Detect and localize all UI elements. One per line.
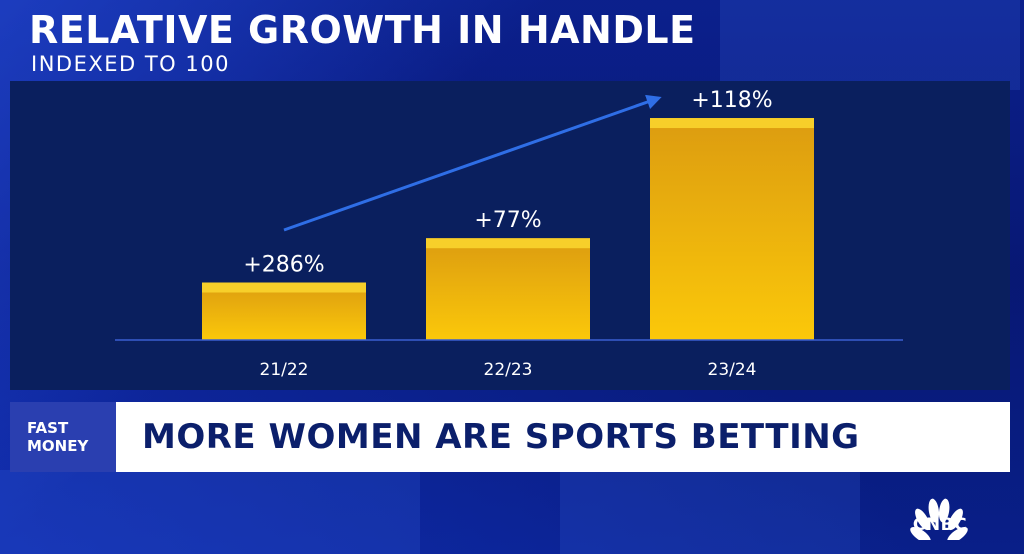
bar-cap	[202, 282, 366, 293]
bar-22-23	[426, 238, 590, 340]
bar-23-24	[650, 118, 814, 340]
bars-layer: +286% 21/22 +77% 22/23 +118% 23/24	[202, 88, 814, 380]
show-brand-line2: MONEY	[27, 437, 89, 455]
headline: MORE WOMEN ARE SPORTS BETTING	[116, 402, 1010, 472]
peacock-icon	[910, 498, 968, 540]
bar-cap	[426, 238, 590, 249]
x-tick-label: 23/24	[708, 360, 757, 380]
show-brand: FAST MONEY	[10, 402, 116, 472]
data-label: +77%	[474, 208, 541, 233]
trend-arrow	[283, 94, 662, 232]
background-shape	[720, 0, 1020, 90]
page-title: RELATIVE GROWTH IN HANDLE	[29, 8, 696, 52]
x-tick-label: 22/23	[484, 360, 533, 380]
chart: +286% 21/22 +77% 22/23 +118% 23/24	[115, 88, 903, 380]
page-subtitle: INDEXED TO 100	[31, 52, 230, 76]
bar-cap	[650, 118, 814, 129]
background-shape	[0, 470, 420, 554]
ticker-bar: FAST MONEY MORE WOMEN ARE SPORTS BETTING	[10, 402, 1010, 472]
network-logo-text: CNBC	[912, 515, 968, 535]
background-shape	[560, 470, 860, 554]
data-label: +286%	[243, 253, 324, 278]
show-brand-line1: FAST	[27, 419, 69, 437]
x-tick-label: 21/22	[260, 360, 309, 380]
data-label: +118%	[691, 88, 772, 113]
chart-panel: +286% 21/22 +77% 22/23 +118% 23/24	[10, 81, 1010, 390]
